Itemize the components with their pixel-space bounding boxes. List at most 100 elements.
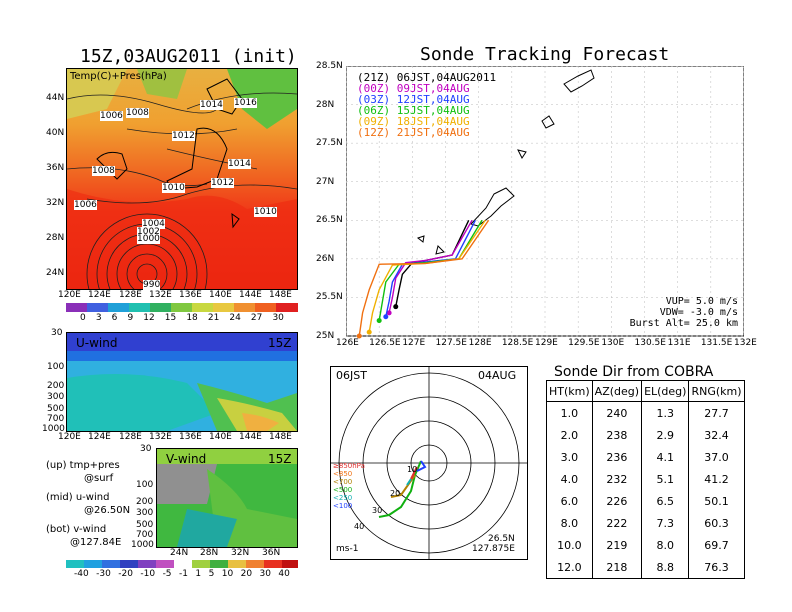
pressure-tick: 30 (51, 328, 63, 338)
col-header: HT(km) (546, 380, 593, 402)
isobar-label: 1012 (211, 178, 234, 188)
table-row: 3.0 236 4.1 37.0 (546, 446, 745, 468)
ring-label: 20 (390, 489, 401, 498)
u-wind-panel (66, 332, 298, 432)
table-cell: 236 (591, 446, 642, 468)
u-wind-label: U-wind (76, 336, 118, 350)
isobar-label: 1012 (172, 131, 195, 141)
hodograph-panel (330, 366, 528, 560)
isobar-label: 1014 (228, 159, 251, 169)
polar-lon: 127.875E (472, 544, 515, 554)
track-lat-tick: 27.5N (316, 138, 343, 149)
lat-tick: 32N (231, 548, 250, 558)
lon-tick: 136E (179, 290, 202, 300)
table-cell: 5.1 (641, 468, 689, 490)
wind-tick: 30 (259, 569, 271, 579)
table-cell: 32.4 (688, 424, 745, 446)
legend-09z: (09Z) 18JST,04AUG (357, 115, 470, 128)
level-lt250: <250 (333, 494, 353, 502)
table-cell: 41.2 (688, 468, 745, 490)
v-wind-panel (156, 448, 298, 548)
isobar-label: 1006 (74, 200, 97, 210)
polar-time: 06JST (336, 369, 367, 382)
track-map (346, 66, 744, 339)
isobar-label: 1002 (137, 227, 160, 237)
pressure-tick: 100 (136, 480, 154, 490)
table-cell: 6.0 (546, 490, 593, 512)
wind-tick: -10 (140, 569, 156, 579)
table-cell: 69.7 (688, 534, 745, 556)
landing-point (376, 318, 382, 324)
track-lon-tick: 130.5E (634, 338, 666, 348)
table-cell: 50.1 (688, 490, 745, 512)
lon-tick: 132E (149, 432, 172, 442)
track-lat-tick: 25.5N (316, 292, 343, 303)
pressure-tick: 200 (136, 497, 154, 507)
temperature-colorbar (66, 303, 298, 312)
wind-tick: 20 (240, 569, 253, 579)
track-lon-tick: 128.5E (501, 338, 534, 348)
table-cell: 8.0 (546, 512, 593, 534)
coastlines (416, 69, 595, 255)
pressure-tick: 1000 (42, 424, 65, 434)
note-up-level: @surf (84, 473, 114, 484)
lon-tick: 144E (239, 432, 262, 442)
table-row: 1.0 240 1.3 27.7 (546, 401, 745, 424)
lon-tick: 140E (209, 290, 232, 300)
lat-tick: 32N (46, 198, 65, 208)
param-burst: Burst Alt= 25.0 km (629, 318, 738, 329)
wind-tick: 10 (221, 569, 234, 579)
pressure-tick: 1000 (131, 540, 154, 550)
lat-tick: 40N (46, 128, 65, 138)
track-lon-tick: 131E (667, 338, 691, 348)
colorbar-tick: 0 (80, 313, 86, 323)
table-cell: 4.0 (546, 468, 593, 490)
field-label: Temp(C)+Pres(hPa) (70, 71, 167, 82)
lat-tick: 24N (170, 548, 189, 558)
level-lt850: <850 (333, 470, 353, 478)
table-cell: 8.8 (641, 556, 689, 579)
table-body: 1.0 240 1.3 27.7 2.0 238 2.9 32.4 3.0 236 4.1 37.0 4… (546, 401, 745, 579)
table-row: 10.0 219 8.0 69.7 (546, 534, 745, 556)
lon-tick: 148E (269, 432, 292, 442)
landing-point (386, 310, 392, 316)
track-lon-tick: 131.5E (700, 338, 733, 348)
table-cell: 12.0 (546, 556, 593, 579)
colorbar-ticks: 0 3 6 9 12 15 18 21 24 27 30 (66, 313, 298, 323)
level-lt500: <500 (333, 486, 353, 494)
track-lon-tick: 129.5E (568, 338, 600, 348)
isobar-label: 1010 (162, 183, 185, 193)
colorbar-tick: 6 (111, 313, 118, 323)
landing-point (383, 314, 389, 320)
table-cell: 60.3 (688, 512, 745, 534)
colorbar-tick: 18 (186, 313, 198, 323)
table-cell: 27.7 (688, 401, 745, 424)
colorbar-tick: 21 (207, 313, 220, 323)
isobar-label: 990 (143, 280, 161, 290)
isobar-label: 1008 (92, 166, 115, 176)
wind-tick: -40 (74, 569, 89, 579)
temperature-pressure-map (66, 68, 298, 290)
note-bot: (bot) v-wind (46, 524, 107, 535)
v-wind-field-svg (157, 449, 297, 547)
col-header: EL(deg) (641, 380, 689, 402)
pressure-tick: 200 (47, 381, 65, 391)
track-lat-tick: 27N (316, 176, 335, 187)
track-lat-tick: 28.5N (316, 61, 343, 71)
temperature-field-svg (67, 69, 297, 289)
wind-tick: -30 (96, 569, 111, 579)
lon-tick: 128E (119, 432, 142, 442)
colorbar-tick: 24 (229, 313, 241, 323)
landing-point (393, 304, 399, 310)
legend-00z: (00Z) 09JST,04AUG (357, 82, 470, 95)
isobar-label: 1014 (200, 100, 223, 110)
legend-12z: (12Z) 21JST,04AUG (357, 126, 470, 139)
table-title: Sonde Dir from COBRA (554, 364, 714, 380)
pressure-tick: 100 (47, 362, 65, 372)
table-row: 6.0 226 6.5 50.1 (546, 490, 745, 512)
note-mid-level: @26.50N (84, 505, 131, 516)
lat-tick: 28N (200, 548, 219, 558)
table-cell: 6.5 (641, 490, 689, 512)
polar-lat: 26.5N (488, 534, 515, 544)
table-cell: 238 (591, 424, 642, 446)
